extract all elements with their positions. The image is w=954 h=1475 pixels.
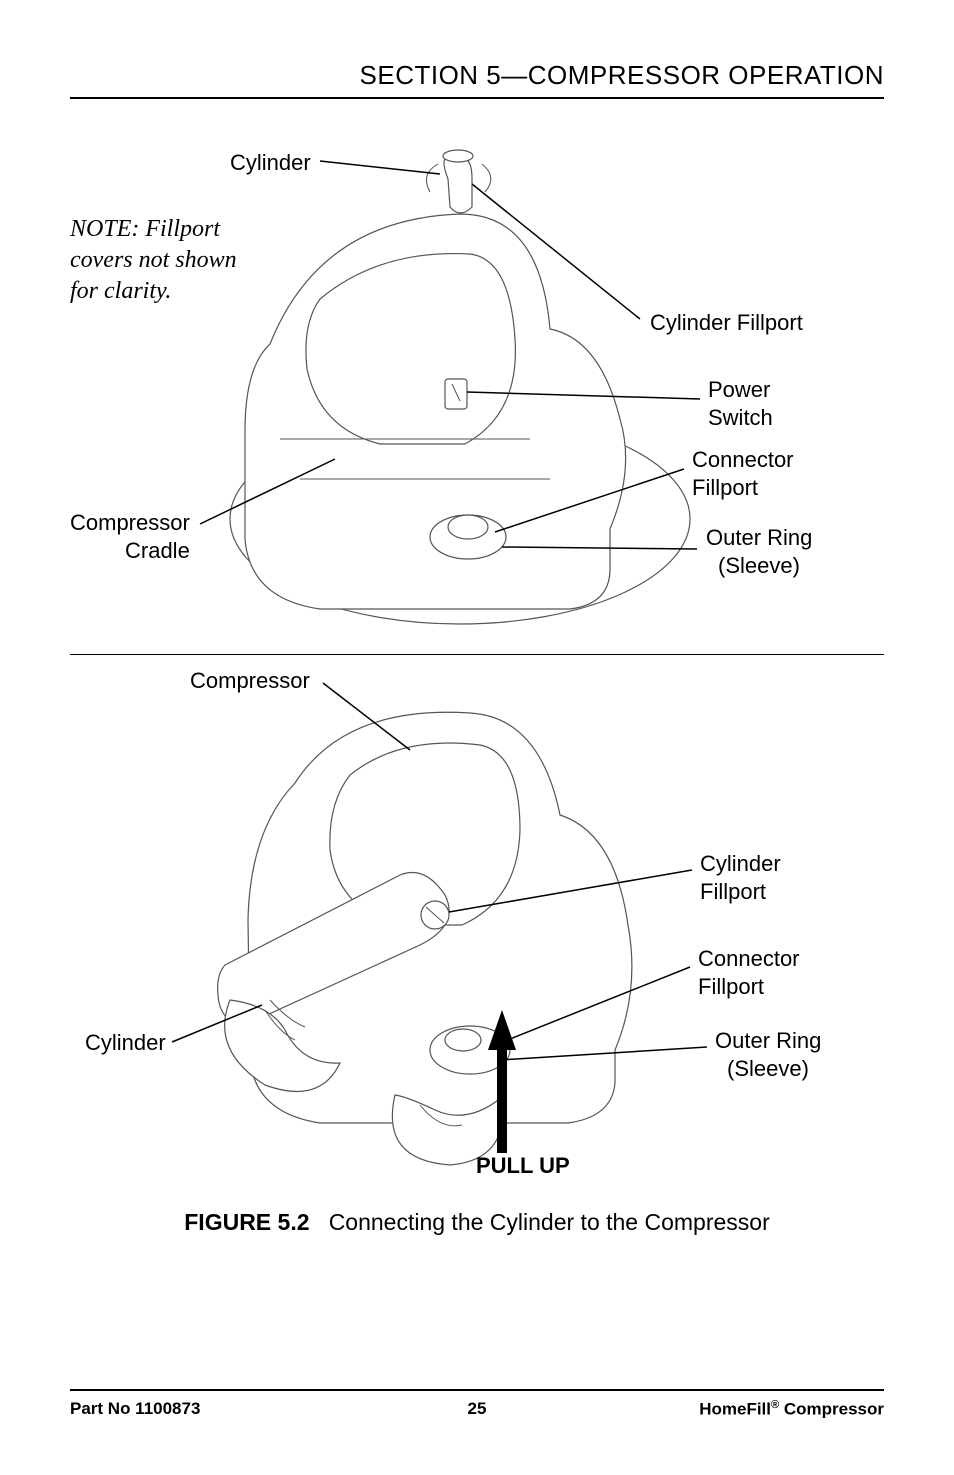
registered-icon: ® [771, 1399, 779, 1411]
label-compressor-cradle-l2: Cradle [70, 537, 190, 565]
footer-brand: HomeFill [699, 1400, 771, 1419]
label-pull-up: PULL UP [476, 1152, 570, 1180]
section-header: SECTION 5—COMPRESSOR OPERATION [70, 60, 884, 99]
footer-page-num: 25 [468, 1399, 487, 1419]
label-connector-fillport-top: Connector Fillport [692, 446, 794, 501]
label-cylinder-fillport: Cylinder Fillport [650, 309, 803, 337]
label-switch: Switch [708, 404, 773, 432]
label-cyl-fp-l2: Fillport [700, 878, 781, 906]
figure-caption-text: Connecting the Cylinder to the Compresso… [329, 1209, 770, 1235]
label-outer-ring-b-l2: (Sleeve) [715, 1055, 821, 1083]
label-compressor-bottom: Compressor [190, 667, 310, 695]
label-cyl-fp-l1: Cylinder [700, 850, 781, 878]
footer-product: HomeFill® Compressor [699, 1399, 884, 1420]
label-conn-fp-l2: Fillport [698, 973, 800, 1001]
diagrams-container: NOTE: Fillport covers not shown for clar… [70, 129, 884, 1194]
label-cylinder-fillport-bottom: Cylinder Fillport [700, 850, 781, 905]
label-compressor-cradle-l1: Compressor [70, 509, 190, 537]
footer-suffix: Compressor [779, 1400, 884, 1419]
label-outer-ring-bottom: Outer Ring (Sleeve) [715, 1027, 821, 1082]
page-footer: Part No 1100873 25 HomeFill® Compressor [70, 1389, 884, 1420]
label-power: Power [708, 376, 773, 404]
note-line2: covers not shown [70, 245, 237, 276]
label-connector-fillport-bottom: Connector Fillport [698, 945, 800, 1000]
label-outer-ring-b-l1: Outer Ring [715, 1027, 821, 1055]
label-outer-ring-l2: (Sleeve) [706, 552, 812, 580]
label-cylinder-top: Cylinder [230, 149, 311, 177]
label-cylinder-bottom: Cylinder [85, 1029, 166, 1057]
bottom-diagram: Compressor Cylinder Fillport Connector F… [70, 654, 884, 1194]
label-outer-ring-l1: Outer Ring [706, 524, 812, 552]
figure-caption: FIGURE 5.2 Connecting the Cylinder to th… [70, 1209, 884, 1236]
note-line1: NOTE: Fillport [70, 214, 237, 245]
top-diagram: NOTE: Fillport covers not shown for clar… [70, 129, 884, 654]
note-line3: for clarity. [70, 276, 237, 307]
footer-part-no: Part No 1100873 [70, 1399, 200, 1420]
bottom-device-svg [70, 655, 890, 1195]
label-connector: Connector [692, 446, 794, 474]
figure-number: FIGURE 5.2 [184, 1209, 309, 1235]
fillport-note: NOTE: Fillport covers not shown for clar… [70, 214, 237, 308]
label-fillport: Fillport [692, 474, 794, 502]
label-conn-fp-l1: Connector [698, 945, 800, 973]
label-outer-ring-top: Outer Ring (Sleeve) [706, 524, 812, 579]
label-compressor-cradle: Compressor Cradle [70, 509, 190, 564]
label-power-switch: Power Switch [708, 376, 773, 431]
